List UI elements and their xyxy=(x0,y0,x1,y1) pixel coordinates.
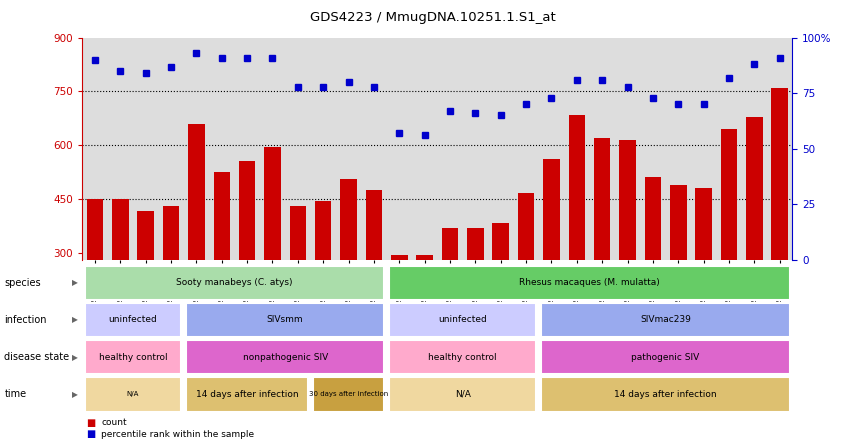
Text: uninfected: uninfected xyxy=(438,315,487,325)
Bar xyxy=(543,159,559,360)
Text: healthy control: healthy control xyxy=(429,353,497,362)
Bar xyxy=(289,206,306,360)
Bar xyxy=(772,88,788,360)
Bar xyxy=(442,227,458,360)
Bar xyxy=(746,116,763,360)
Text: healthy control: healthy control xyxy=(99,353,167,362)
Bar xyxy=(541,377,790,412)
Bar xyxy=(85,303,181,337)
Bar xyxy=(417,255,433,360)
Bar xyxy=(389,340,536,374)
Text: 14 days after infection: 14 days after infection xyxy=(196,390,299,399)
Text: SIVmac239: SIVmac239 xyxy=(640,315,691,325)
Text: 14 days after infection: 14 days after infection xyxy=(614,390,717,399)
Bar xyxy=(670,185,687,360)
Text: percentile rank within the sample: percentile rank within the sample xyxy=(101,430,255,439)
Bar xyxy=(264,147,281,360)
Bar xyxy=(239,161,255,360)
Bar xyxy=(186,340,384,374)
Text: Sooty manabeys (C. atys): Sooty manabeys (C. atys) xyxy=(176,278,293,287)
Bar xyxy=(695,188,712,360)
Bar xyxy=(188,124,204,360)
Bar xyxy=(313,377,384,412)
Bar xyxy=(87,199,103,360)
Bar xyxy=(619,140,636,360)
Text: disease state: disease state xyxy=(4,352,69,362)
Bar xyxy=(721,129,737,360)
Text: species: species xyxy=(4,278,41,288)
Text: nonpathogenic SIV: nonpathogenic SIV xyxy=(242,353,328,362)
Bar xyxy=(365,190,382,360)
Text: SIVsmm: SIVsmm xyxy=(267,315,303,325)
Bar xyxy=(163,206,179,360)
Bar xyxy=(541,340,790,374)
Bar xyxy=(467,227,483,360)
Bar xyxy=(518,194,534,360)
Bar xyxy=(138,211,154,360)
Bar xyxy=(112,199,128,360)
Text: ▶: ▶ xyxy=(72,315,78,325)
Text: ■: ■ xyxy=(87,429,96,439)
Bar xyxy=(315,201,332,360)
Bar xyxy=(340,179,357,360)
Text: Rhesus macaques (M. mulatta): Rhesus macaques (M. mulatta) xyxy=(519,278,660,287)
Text: N/A: N/A xyxy=(455,390,470,399)
Bar xyxy=(214,172,230,360)
Bar xyxy=(85,340,181,374)
Bar xyxy=(186,377,308,412)
Text: ■: ■ xyxy=(87,418,96,428)
Text: N/A: N/A xyxy=(126,391,139,397)
Text: ▶: ▶ xyxy=(72,390,78,399)
Bar xyxy=(389,377,536,412)
Bar xyxy=(391,255,408,360)
Text: pathogenic SIV: pathogenic SIV xyxy=(631,353,700,362)
Bar xyxy=(594,138,611,360)
Text: count: count xyxy=(101,418,127,427)
Bar xyxy=(389,266,790,300)
Bar xyxy=(541,303,790,337)
Bar xyxy=(389,303,536,337)
Bar xyxy=(85,377,181,412)
Text: ▶: ▶ xyxy=(72,353,78,362)
Text: ▶: ▶ xyxy=(72,278,78,287)
Bar xyxy=(569,115,585,360)
Text: uninfected: uninfected xyxy=(108,315,158,325)
Bar xyxy=(493,223,509,360)
Text: 30 days after infection: 30 days after infection xyxy=(309,391,388,397)
Text: time: time xyxy=(4,389,27,399)
Bar xyxy=(186,303,384,337)
Bar xyxy=(644,178,661,360)
Text: GDS4223 / MmugDNA.10251.1.S1_at: GDS4223 / MmugDNA.10251.1.S1_at xyxy=(310,11,556,24)
Text: infection: infection xyxy=(4,315,47,325)
Bar xyxy=(85,266,384,300)
